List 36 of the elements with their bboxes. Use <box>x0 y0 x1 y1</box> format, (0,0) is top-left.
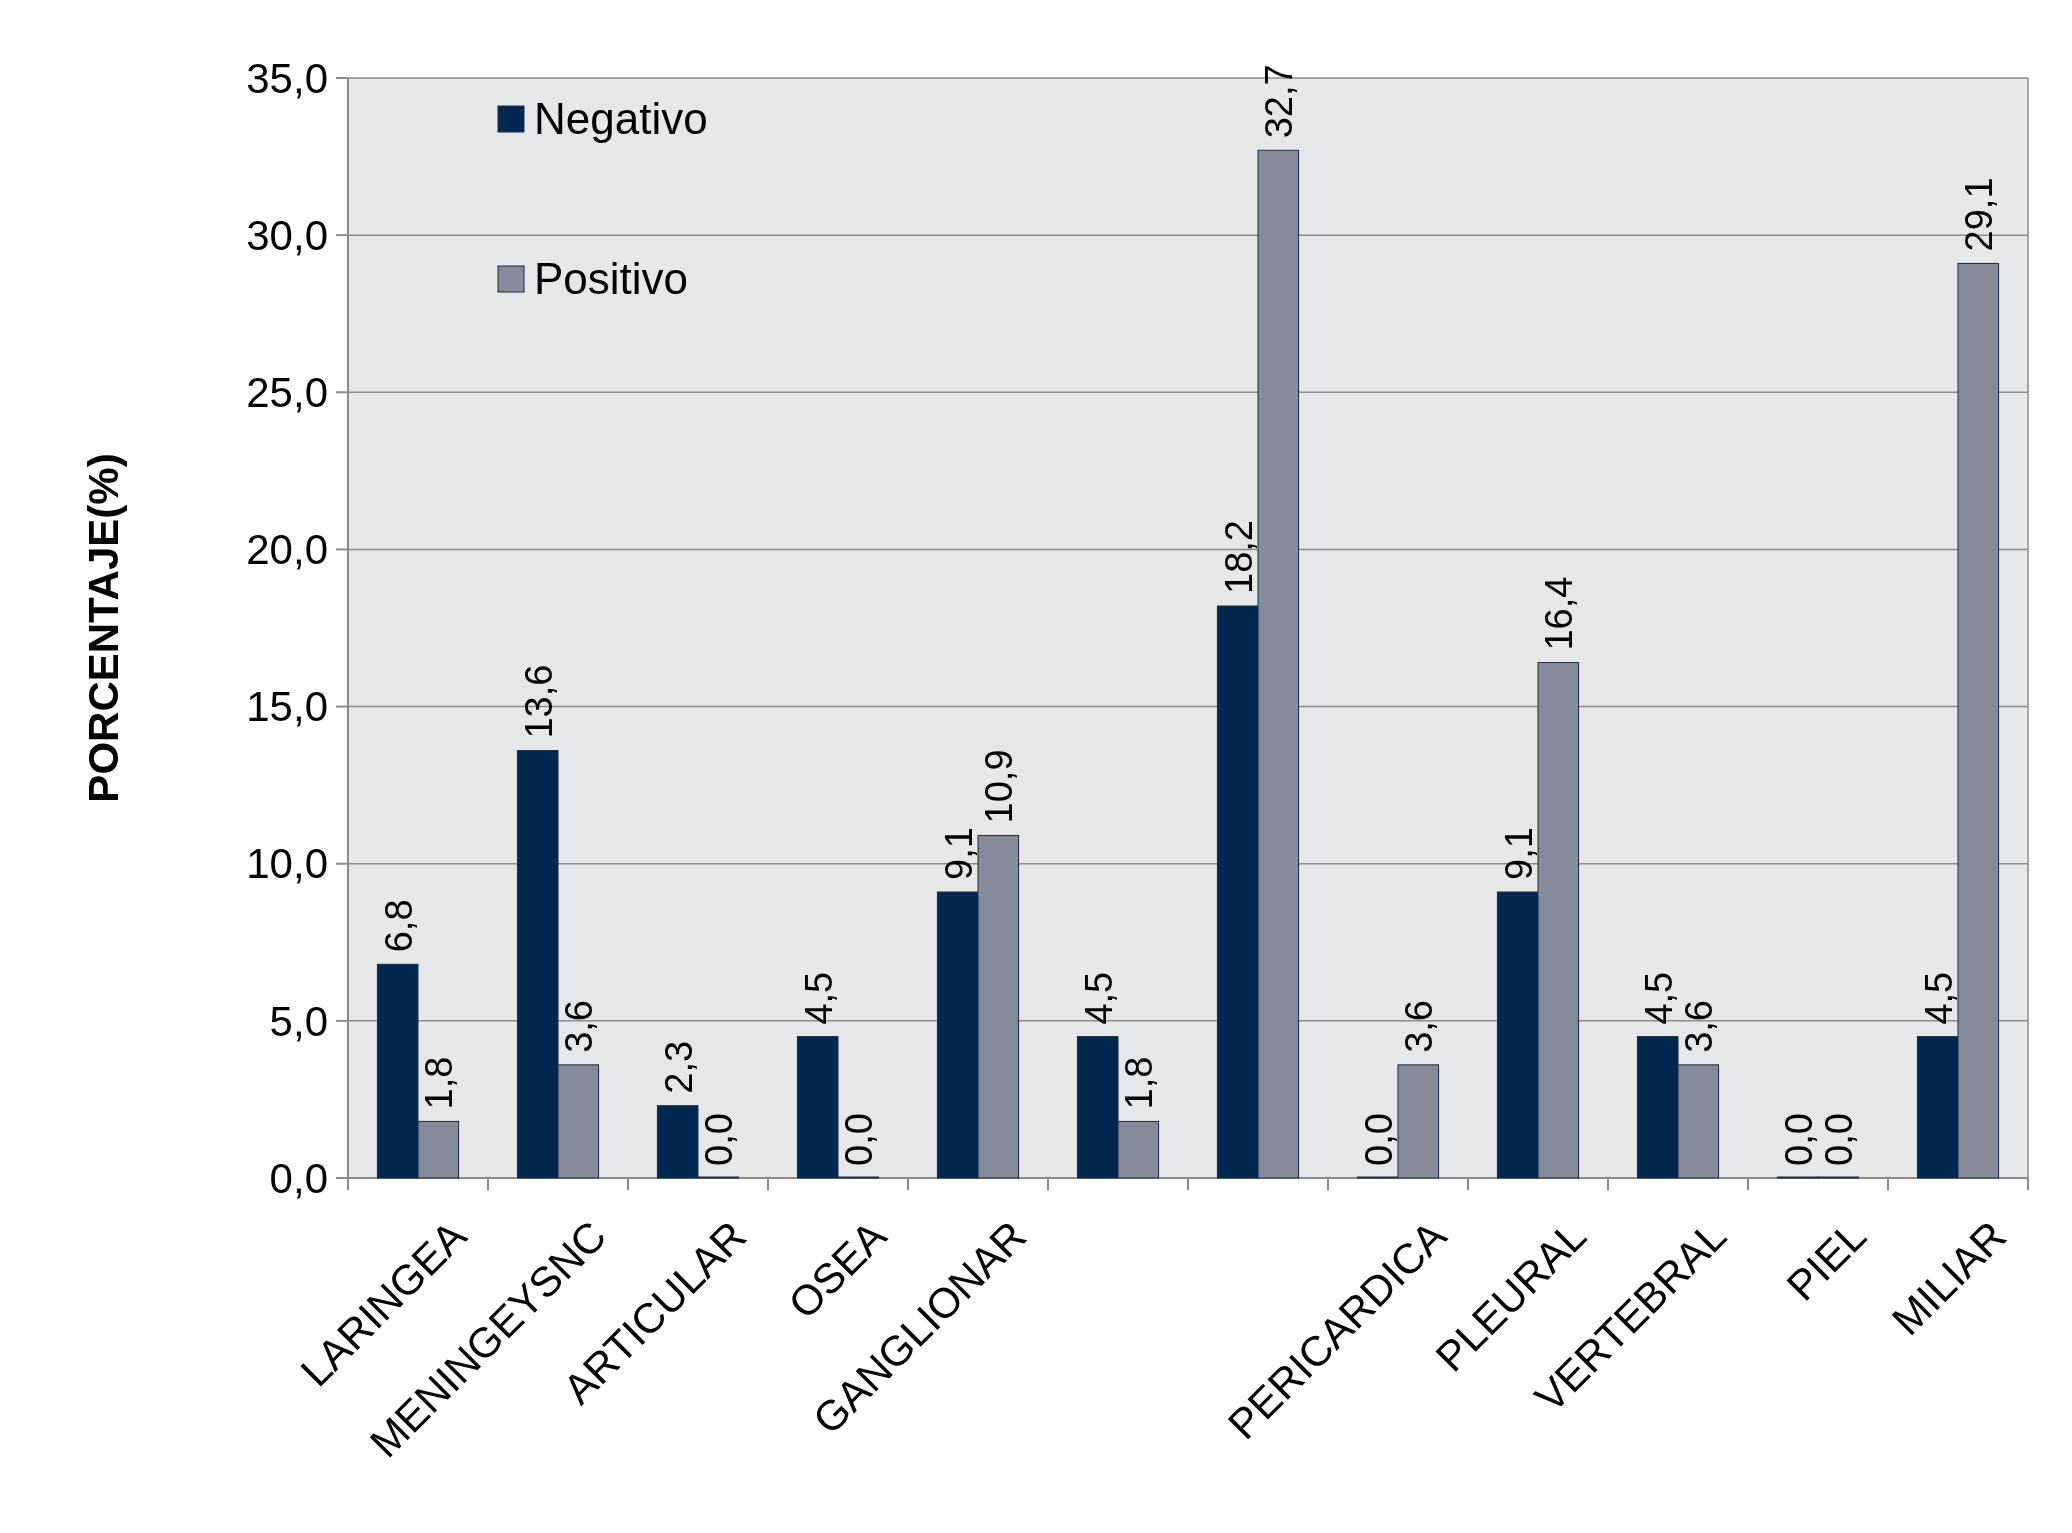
data-label: 16,4 <box>1538 576 1581 651</box>
y-tick-label: 35,0 <box>246 54 328 102</box>
legend-label: Positivo <box>534 254 689 304</box>
data-label: 29,1 <box>1958 177 2001 252</box>
data-label: 13,6 <box>517 664 560 739</box>
data-label: 1,8 <box>1118 1056 1161 1110</box>
data-label: 0,0 <box>1357 1113 1400 1166</box>
y-tick-label: 0,0 <box>269 1154 328 1202</box>
y-tick-label: 20,0 <box>246 526 328 574</box>
data-label: 4,5 <box>797 971 840 1025</box>
data-label: 4,5 <box>1637 971 1680 1025</box>
x-tick-label: PIEL <box>1777 1211 1876 1310</box>
data-label: 9,1 <box>937 827 980 880</box>
y-tick-label: 10,0 <box>246 840 328 888</box>
data-label: 3,6 <box>1398 1000 1441 1053</box>
data-label: 0,0 <box>838 1113 881 1166</box>
data-label: 3,6 <box>1678 1000 1721 1053</box>
legend-label: Negativo <box>534 94 708 144</box>
data-label: 6,8 <box>377 899 420 953</box>
data-label: 32,7 <box>1258 64 1301 139</box>
data-label: 1,8 <box>418 1056 461 1110</box>
data-label: 2,3 <box>657 1040 700 1094</box>
y-tick-label: 15,0 <box>246 683 328 731</box>
data-label: 0,0 <box>1777 1113 1820 1166</box>
data-label: 4,5 <box>1077 971 1120 1025</box>
data-label: 0,0 <box>698 1113 741 1166</box>
y-tick-label: 30,0 <box>246 211 328 259</box>
data-label: 0,0 <box>1818 1113 1861 1166</box>
data-label: 4,5 <box>1917 971 1960 1025</box>
data-label: 9,1 <box>1497 827 1540 880</box>
data-label: 3,6 <box>558 1000 601 1053</box>
data-label: 18,2 <box>1217 520 1260 594</box>
y-tick-label: 25,0 <box>246 368 328 416</box>
y-tick-label: 5,0 <box>269 997 328 1045</box>
data-label: 10,9 <box>978 749 1021 824</box>
y-axis-title: PORCENTAJE(%) <box>80 453 127 803</box>
